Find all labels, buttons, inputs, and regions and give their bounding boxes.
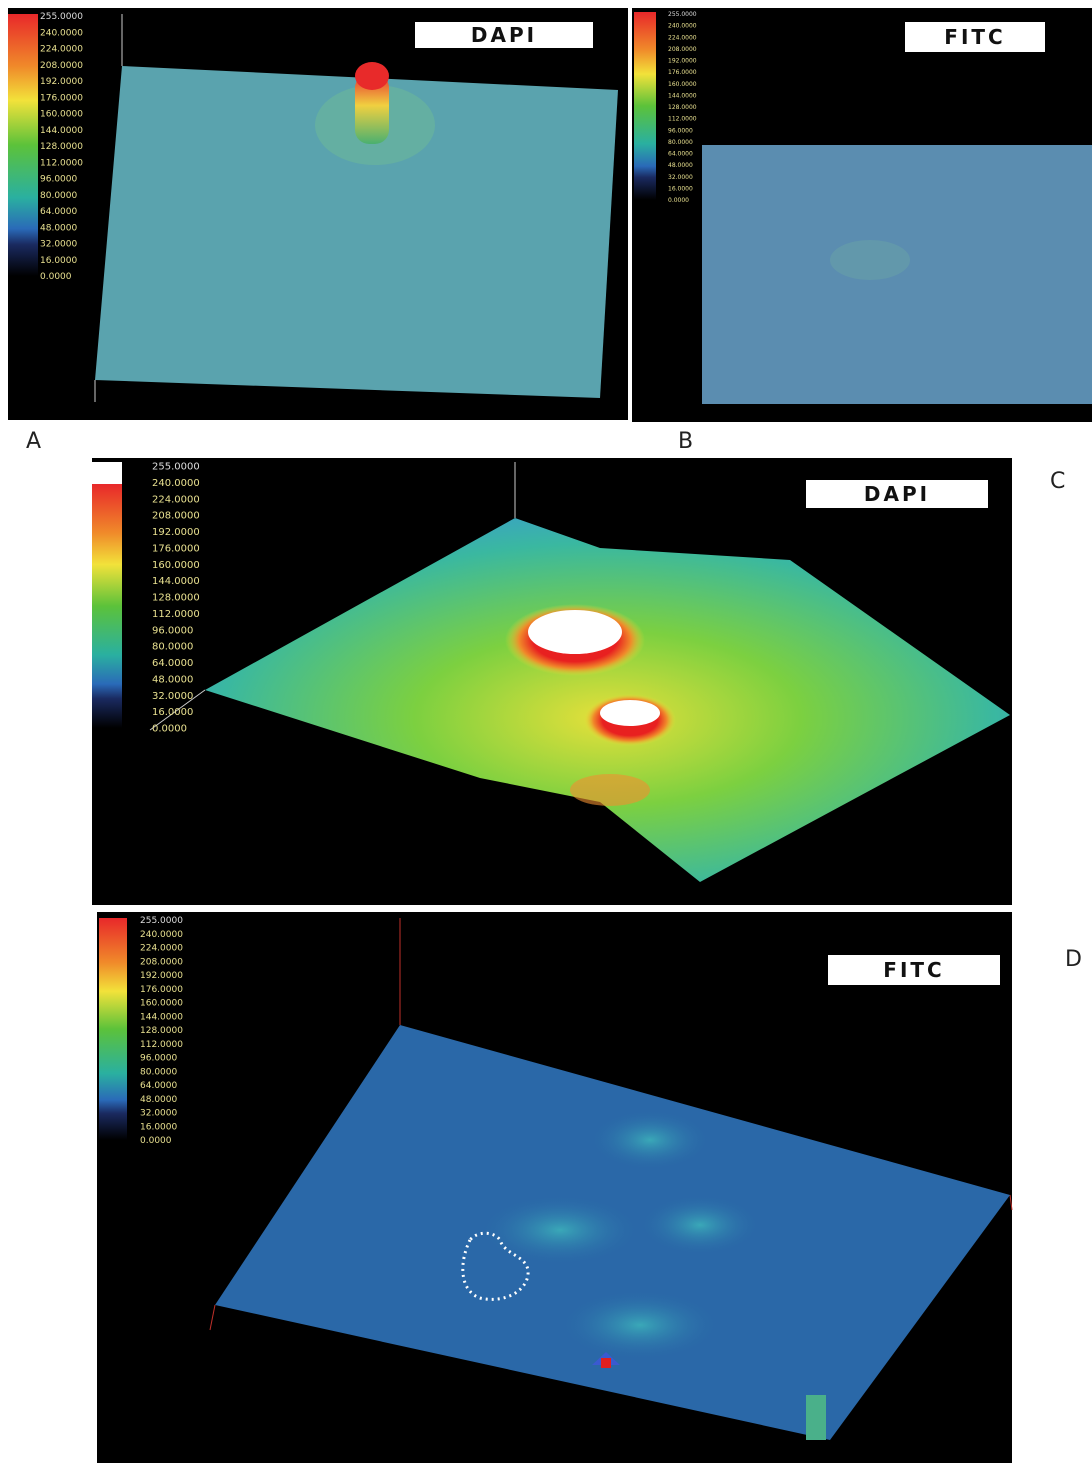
colorbar-label: 255.0000 [668, 11, 697, 18]
colorbar-label: 80.0000 [668, 139, 693, 146]
colorbar-label: 176.0000 [152, 543, 200, 554]
colorbar-label: 192.0000 [40, 77, 83, 87]
colorbar-label: 144.0000 [152, 576, 200, 587]
colorbar-label: 192.0000 [152, 527, 200, 538]
colorbar-label: 176.0000 [140, 985, 183, 995]
colorbar-label: 96.0000 [40, 175, 77, 185]
colorbar-label: 255.0000 [152, 462, 200, 473]
colorbar-label: 16.0000 [140, 1122, 177, 1132]
colorbar-label: 0.0000 [140, 1136, 172, 1146]
panel-label: B [678, 429, 693, 454]
colorbar-label: 96.0000 [152, 625, 193, 636]
colorbar-label: 80.0000 [152, 642, 193, 653]
channel-title: DAPI [471, 23, 537, 47]
panel-b: FITC [632, 8, 1092, 422]
colorbar-label: 0.0000 [152, 724, 187, 735]
colorbar-label: 112.0000 [40, 158, 83, 168]
colorbar-label: 16.0000 [668, 185, 693, 192]
colorbar-label: 176.0000 [40, 93, 83, 103]
colorbar-label: 160.0000 [668, 81, 697, 88]
colorbar-label: 224.0000 [140, 944, 183, 954]
colorbar-label: 32.0000 [668, 174, 693, 181]
colorbar-label: 144.0000 [668, 92, 697, 99]
colorbar-label: 112.0000 [668, 116, 697, 123]
colorbar-label: 224.0000 [40, 45, 83, 55]
colorbar-label: 240.0000 [140, 930, 183, 940]
colorbar-label: 192.0000 [668, 58, 697, 65]
colorbar [8, 14, 38, 276]
colorbar-label: 48.0000 [152, 674, 193, 685]
colorbar-label: 255.0000 [40, 12, 83, 22]
colorbar-label: 48.0000 [40, 223, 77, 233]
colorbar-label: 224.0000 [668, 34, 697, 41]
colorbar-label: 255.0000 [140, 916, 183, 926]
colorbar-label: 64.0000 [140, 1081, 177, 1091]
panel-label: D [1065, 947, 1082, 972]
colorbar-label: 0.0000 [40, 272, 72, 282]
colorbar-label: 0.0000 [668, 197, 689, 204]
colorbar-label: 128.0000 [40, 142, 83, 152]
colorbar-label: 32.0000 [152, 691, 193, 702]
colorbar-label: 16.0000 [40, 256, 77, 266]
colorbar-label: 240.0000 [40, 28, 83, 38]
colorbar-label: 112.0000 [152, 609, 200, 620]
colorbar-label: 144.0000 [40, 126, 83, 136]
colorbar-label: 64.0000 [668, 151, 693, 158]
channel-title: FITC [883, 958, 944, 982]
colorbar-label: 96.0000 [140, 1054, 177, 1064]
colorbar-label: 80.0000 [40, 191, 77, 201]
colorbar [99, 918, 127, 1140]
channel-title: FITC [944, 25, 1005, 49]
colorbar-label: 160.0000 [40, 110, 83, 120]
colorbar-label: 64.0000 [152, 658, 193, 669]
panel-label: A [26, 429, 41, 454]
colorbar [634, 12, 656, 200]
panel-a: DAPI [8, 8, 628, 420]
panel-d: FITC [97, 912, 1012, 1463]
colorbar-label: 48.0000 [668, 162, 693, 169]
colorbar-label: 240.0000 [152, 478, 200, 489]
panel-label: C [1050, 469, 1065, 494]
channel-title: DAPI [864, 482, 930, 506]
colorbar-label: 80.0000 [140, 1067, 177, 1077]
colorbar-label: 208.0000 [140, 957, 183, 967]
colorbar-label: 16.0000 [152, 707, 193, 718]
colorbar-label: 208.0000 [668, 46, 697, 53]
colorbar-label: 128.0000 [140, 1026, 183, 1036]
colorbar-label: 160.0000 [140, 999, 183, 1009]
colorbar-label: 112.0000 [140, 1040, 183, 1050]
colorbar [92, 484, 122, 728]
colorbar-label: 48.0000 [140, 1095, 177, 1105]
colorbar-label: 64.0000 [40, 207, 77, 217]
panel-c: DAPI [92, 458, 1012, 905]
colorbar-label: 176.0000 [668, 69, 697, 76]
colorbar-label: 224.0000 [152, 494, 200, 505]
colorbar-label: 32.0000 [140, 1109, 177, 1119]
figure: DAPI A FITC B DAPI C FITC D 255.0000 240.… [0, 0, 1092, 1463]
colorbar-label: 32.0000 [40, 240, 77, 250]
colorbar-label: 96.0000 [668, 127, 693, 134]
colorbar-label: 144.0000 [140, 1012, 183, 1022]
colorbar-label: 128.0000 [668, 104, 697, 111]
colorbar-label: 208.0000 [40, 61, 83, 71]
colorbar-label: 240.0000 [668, 23, 697, 30]
colorbar-label: 192.0000 [140, 971, 183, 981]
colorbar-label: 208.0000 [152, 511, 200, 522]
colorbar-label: 128.0000 [152, 593, 200, 604]
colorbar-label: 160.0000 [152, 560, 200, 571]
